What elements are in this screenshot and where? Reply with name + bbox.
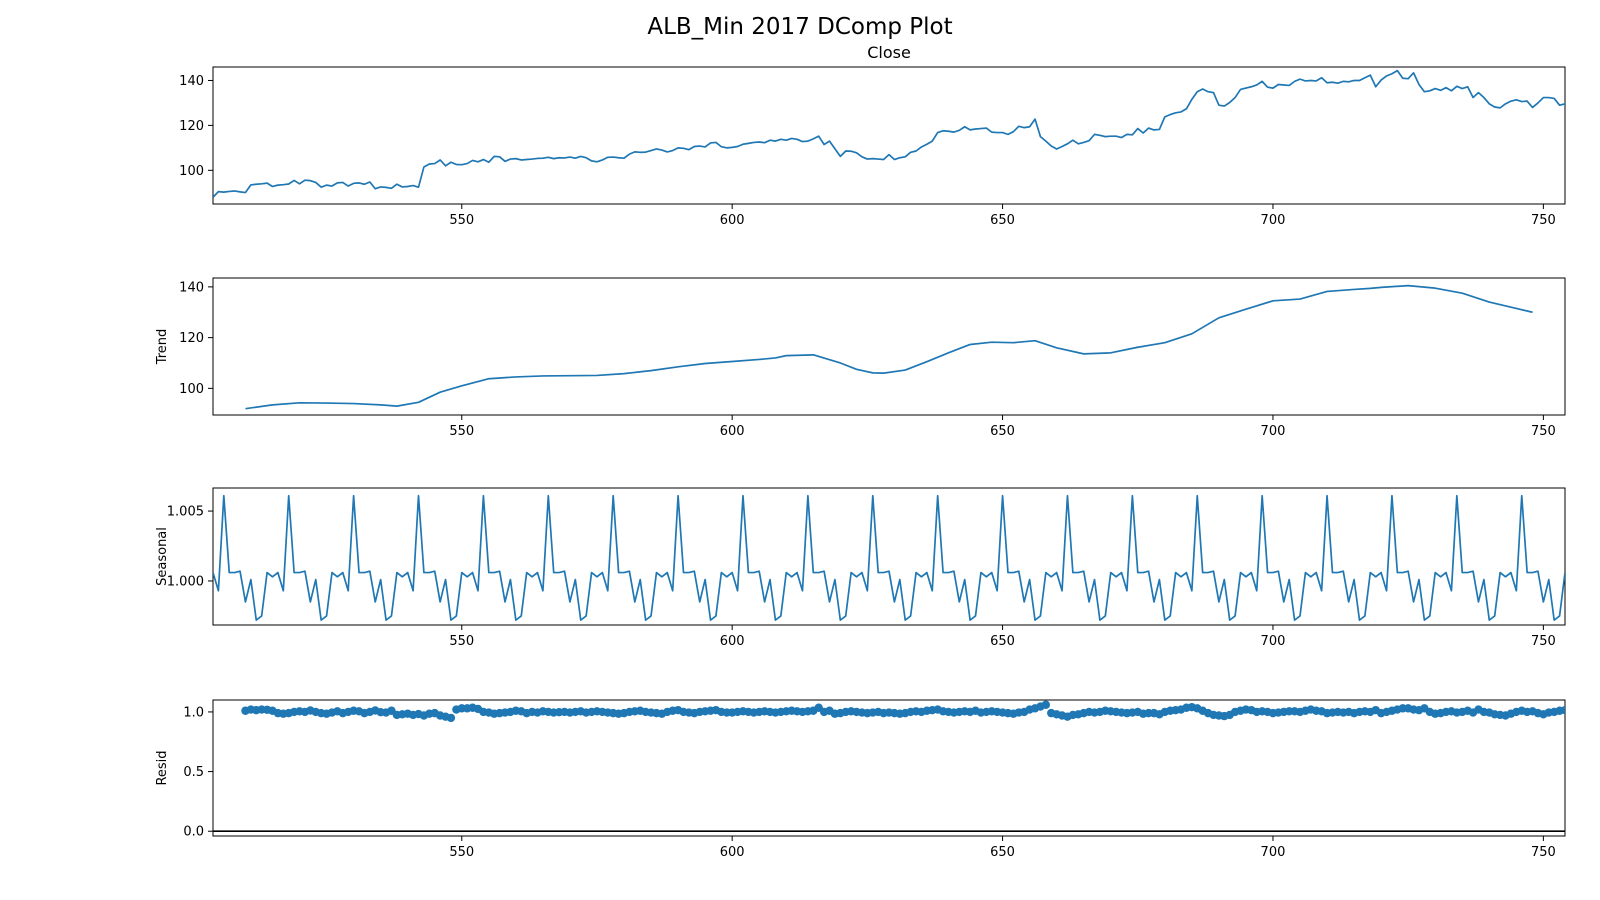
resid-point [1566,707,1574,715]
xtick-label: 600 [720,424,745,439]
series-line-1-1 [213,69,1565,198]
resid-point [1560,705,1565,715]
xtick-label: 550 [449,424,474,439]
ytick-label: 100 [179,382,204,397]
axes-frame-4 [212,699,1566,837]
ytick-label: 1.0 [183,705,204,720]
xtick-label: 650 [990,424,1015,439]
resid-point [1041,700,1051,709]
xtick-label: 700 [1261,634,1286,649]
ytick-label: 100 [179,164,204,179]
series-line-3-1 [213,494,1565,621]
xtick-label: 700 [1261,213,1286,228]
xtick-label: 600 [720,845,745,860]
ytick-label: 140 [179,280,204,295]
figure-title: ALB_Min 2017 DComp Plot [647,14,953,40]
resid-point [446,713,456,723]
axes-frame-2 [212,277,1566,416]
axes-frame-1 [212,66,1566,205]
ytick-label: 1.005 [167,505,204,520]
xtick-label: 750 [1531,213,1556,228]
ylabel-4: Resid [155,750,170,785]
xtick-label: 650 [990,845,1015,860]
xtick-label: 550 [449,845,474,860]
xtick-label: 650 [990,634,1015,649]
ylabel-2: Trend [155,329,170,366]
series-line-2-1 [245,284,1533,410]
xtick-label: 550 [449,634,474,649]
xtick-label: 750 [1531,634,1556,649]
xtick-label: 600 [720,213,745,228]
xtick-label: 700 [1261,845,1286,860]
ylabel-3: Seasonal [155,527,170,586]
xtick-label: 600 [720,634,745,649]
panel-title-1: Close [867,43,911,62]
ytick-label: 0.5 [183,765,204,780]
xtick-label: 750 [1531,845,1556,860]
axes-frame-3 [212,487,1566,626]
xtick-label: 700 [1261,424,1286,439]
ytick-label: 120 [179,331,204,346]
xtick-label: 550 [449,213,474,228]
xtick-label: 750 [1531,424,1556,439]
resid-point [1572,708,1580,716]
xtick-label: 650 [990,213,1015,228]
ytick-label: 1.000 [167,574,204,589]
ytick-label: 140 [179,74,204,89]
ytick-label: 0.0 [183,825,204,840]
ytick-label: 120 [179,119,204,134]
